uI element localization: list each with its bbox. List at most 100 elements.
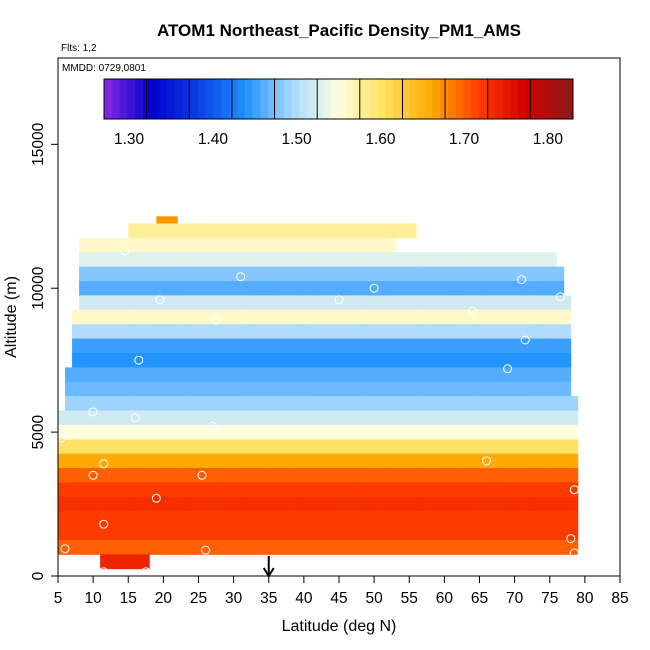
- heatmap-cell: [535, 396, 544, 411]
- heatmap-cell: [374, 324, 382, 339]
- heatmap-cell: [212, 237, 220, 253]
- heatmap-cell: [93, 525, 101, 541]
- heatmap-cell: [549, 352, 558, 368]
- heatmap-cell: [233, 525, 242, 541]
- heatmap-cell: [212, 381, 220, 397]
- heatmap-cell: [296, 468, 305, 483]
- heatmap-cell: [353, 324, 361, 339]
- heatmap-cell: [521, 252, 530, 268]
- heatmap-cell: [317, 381, 326, 397]
- heatmap-cell: [226, 525, 235, 541]
- heatmap-cell: [331, 396, 340, 411]
- heatmap-cell: [100, 468, 108, 483]
- heatmap-cell: [542, 352, 551, 368]
- heatmap-cell: [331, 482, 340, 498]
- heatmap-cell: [93, 338, 101, 354]
- heatmap-cell: [444, 540, 452, 555]
- heatmap-cell: [177, 223, 185, 239]
- heatmap-cell: [303, 266, 312, 282]
- heatmap-cell: [374, 540, 382, 555]
- heatmap-cell: [317, 396, 326, 411]
- heatmap-cell: [156, 396, 164, 411]
- heatmap-cell: [444, 338, 452, 354]
- heatmap-cell: [275, 482, 284, 498]
- heatmap-cell: [535, 281, 544, 296]
- heatmap-cell: [261, 266, 270, 282]
- heatmap-cell: [556, 511, 565, 527]
- heatmap-cell: [163, 496, 171, 512]
- heatmap-cell: [177, 324, 185, 339]
- heatmap-cell: [570, 453, 579, 469]
- heatmap-cell: [500, 511, 508, 527]
- heatmap-cell: [149, 525, 157, 541]
- heatmap-cell: [149, 482, 157, 498]
- heatmap-cell: [360, 324, 368, 339]
- heatmap-cell: [409, 381, 417, 397]
- heatmap-cell: [479, 324, 487, 339]
- heatmap-cell: [317, 540, 326, 555]
- heatmap-cell: [135, 295, 143, 311]
- heatmap-cell: [528, 496, 537, 512]
- heatmap-cell: [465, 410, 473, 426]
- heatmap-cell: [184, 266, 192, 282]
- heatmap-cell: [149, 511, 157, 527]
- heatmap-cell: [409, 309, 417, 325]
- heatmap-cell: [507, 367, 516, 383]
- heatmap-cell: [107, 281, 115, 296]
- heatmap-cell: [128, 511, 136, 527]
- heatmap-cell: [240, 410, 249, 426]
- heatmap-cell: [121, 511, 129, 527]
- heatmap-cell: [254, 367, 263, 383]
- colorbar-stripe: [197, 79, 207, 119]
- heatmap-cell: [135, 338, 143, 354]
- heatmap-cell: [114, 439, 122, 455]
- heatmap-cell: [479, 266, 487, 282]
- heatmap-cell: [437, 281, 445, 296]
- heatmap-cell: [212, 453, 220, 469]
- heatmap-cell: [416, 367, 424, 383]
- heatmap-cell: [86, 252, 94, 268]
- heatmap-cell: [444, 453, 452, 469]
- colorbar-stripe: [377, 79, 386, 119]
- heatmap-cell: [331, 410, 340, 426]
- heatmap-cell: [163, 223, 171, 239]
- sample-point: [99, 519, 109, 529]
- heatmap-cell: [556, 309, 565, 325]
- heatmap-cell: [93, 252, 101, 268]
- heatmap-cell: [170, 511, 178, 527]
- sample-point: [155, 295, 165, 305]
- colorbar-stripe: [283, 79, 292, 119]
- heatmap-cell: [514, 309, 523, 325]
- heatmap-cell: [500, 295, 508, 311]
- heatmap-cell: [93, 511, 101, 527]
- colorbar-stripe: [166, 79, 175, 119]
- heatmap-cell: [486, 266, 494, 282]
- heatmap-cell: [268, 439, 277, 455]
- heatmap-cell: [149, 468, 157, 483]
- heatmap-cell: [409, 439, 417, 455]
- heatmap-cell: [542, 309, 551, 325]
- heatmap-cell: [444, 496, 452, 512]
- heatmap-cell: [500, 468, 508, 483]
- sample-point: [569, 485, 579, 495]
- heatmap-cell: [514, 352, 523, 368]
- heatmap-cell: [493, 439, 501, 455]
- heatmap-cell: [240, 482, 249, 498]
- heatmap-cell: [121, 410, 129, 426]
- heatmap-cell: [458, 468, 466, 483]
- heatmap-cell: [247, 309, 256, 325]
- heatmap-cell: [282, 396, 291, 411]
- heatmap-cell: [317, 338, 326, 354]
- heatmap-cell: [170, 540, 178, 555]
- heatmap-cell: [254, 525, 263, 541]
- heatmap-cell: [93, 295, 101, 311]
- heatmap-cell: [310, 309, 319, 325]
- heatmap-cell: [374, 468, 382, 483]
- heatmap-cell: [409, 410, 417, 426]
- heatmap-cell: [72, 367, 80, 383]
- heatmap-cell: [149, 252, 157, 268]
- heatmap-cell: [156, 381, 164, 397]
- heatmap-cell: [437, 496, 445, 512]
- heatmap-cell: [465, 338, 473, 354]
- heatmap-cell: [58, 482, 66, 498]
